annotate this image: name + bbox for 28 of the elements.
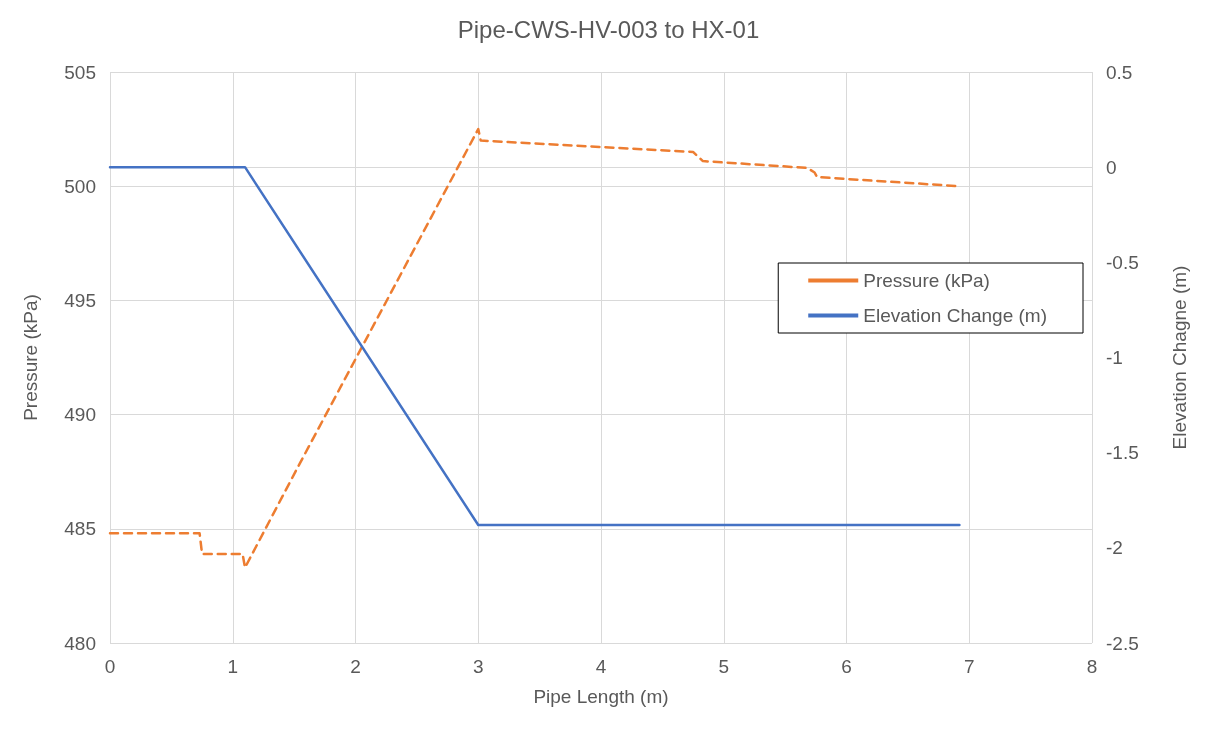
x-tick-label: 5	[718, 656, 730, 677]
x-axis-title: Pipe Length (m)	[533, 686, 669, 707]
chart-title: Pipe-CWS-HV-003 to HX-01	[457, 15, 760, 43]
y2-axis-title: Elevation Chagne (m)	[1169, 265, 1190, 450]
x-tick-label: 3	[472, 656, 484, 677]
y2-tick-label: 0.5	[1106, 61, 1133, 83]
x-tick-label: 2	[350, 656, 361, 677]
y2-tick-label: -2.5	[1106, 632, 1139, 654]
x-tick-label: 0	[104, 656, 116, 677]
y-tick-label: 490	[64, 404, 96, 426]
x-tick-label: 1	[227, 656, 239, 677]
y2-tick-label: -1.5	[1106, 442, 1139, 464]
y-tick-label: 485	[64, 518, 96, 540]
y-tick-label: 500	[64, 175, 96, 197]
y2-tick-label: -0.5	[1106, 251, 1139, 273]
legend-label: Pressure (kPa)	[863, 270, 990, 291]
y-tick-label: 495	[64, 289, 96, 311]
y-tick-label: 480	[64, 632, 96, 654]
y-tick-label: 505	[64, 61, 96, 83]
y2-tick-label: 0	[1106, 156, 1117, 178]
y2-tick-label: -2	[1106, 537, 1123, 559]
legend-label: Elevation Change (m)	[863, 305, 1048, 326]
y2-tick-label: -1	[1106, 347, 1123, 368]
y-axis-title: Pressure (kPa)	[20, 294, 41, 421]
x-tick-label: 7	[963, 656, 975, 677]
x-tick-label: 6	[841, 656, 852, 677]
x-tick-label: 4	[595, 656, 607, 677]
x-tick-label: 8	[1086, 656, 1098, 677]
